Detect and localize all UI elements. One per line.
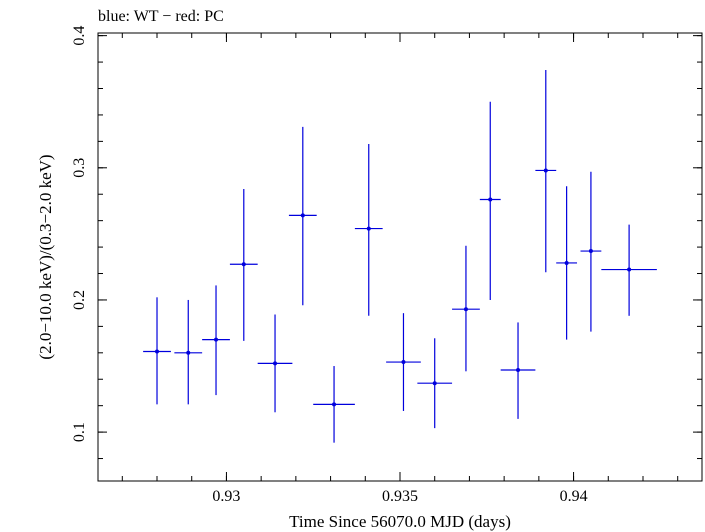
data-point	[313, 366, 355, 443]
data-marker	[332, 402, 337, 407]
x-tick-label: 0.935	[382, 488, 418, 505]
data-point	[601, 224, 657, 316]
data-point	[257, 314, 293, 413]
y-tick-label: 0.3	[71, 158, 88, 178]
data-marker	[564, 260, 569, 265]
data-point	[479, 101, 501, 300]
data-point	[174, 299, 203, 405]
plot-frame	[97, 32, 703, 482]
data-point	[500, 322, 536, 419]
axis-ticks	[98, 33, 702, 481]
data-marker	[543, 168, 548, 173]
data-marker	[366, 226, 371, 231]
data-point	[556, 186, 578, 340]
data-marker	[488, 197, 493, 202]
data-marker	[241, 262, 246, 267]
data-point	[354, 144, 383, 316]
data-point	[386, 313, 421, 411]
y-tick-label: 0.4	[71, 26, 88, 46]
data-point	[143, 297, 171, 405]
data-marker	[516, 367, 521, 372]
y-tick-label: 0.1	[71, 422, 88, 442]
data-marker	[432, 381, 437, 386]
data-marker	[214, 337, 219, 342]
data-marker	[588, 249, 593, 254]
x-axis-title: Time Since 56070.0 MJD (days)	[289, 512, 511, 531]
y-axis-title: (2.0−10.0 keV)/(0.3−2.0 keV)	[36, 154, 55, 359]
data-marker	[627, 267, 632, 272]
x-tick-label: 0.93	[212, 488, 240, 505]
y-tick-label: 0.2	[71, 290, 88, 310]
data-marker	[463, 307, 468, 312]
data-point	[580, 171, 602, 332]
axis-tick-labels: 0.93 0.935 0.94 0.1 0.2 0.3 0.4	[71, 26, 588, 505]
data-marker	[273, 361, 278, 366]
x-tick-label: 0.94	[560, 488, 588, 505]
chart-title: blue: WT − red: PC	[98, 8, 224, 25]
data-marker	[300, 213, 305, 218]
data-marker	[186, 350, 191, 355]
data-point	[417, 338, 453, 429]
data-point	[452, 245, 480, 372]
data-point	[202, 285, 230, 396]
data-points	[143, 70, 657, 443]
data-point	[535, 70, 557, 273]
data-point	[288, 126, 317, 306]
data-marker	[401, 360, 406, 365]
data-marker	[155, 349, 160, 354]
data-point	[229, 188, 258, 341]
